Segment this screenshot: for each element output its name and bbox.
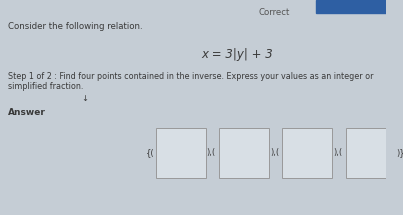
Text: ),(: ),(: [270, 149, 279, 158]
Text: ↓: ↓: [81, 94, 88, 103]
Text: {(: {(: [145, 149, 154, 158]
Text: x = 3|y| + 3: x = 3|y| + 3: [202, 48, 273, 61]
Text: Consider the following relation.: Consider the following relation.: [8, 22, 142, 31]
Text: )}: )}: [397, 149, 403, 158]
FancyBboxPatch shape: [283, 128, 332, 178]
Text: ),(: ),(: [333, 149, 342, 158]
FancyBboxPatch shape: [346, 128, 395, 178]
Text: Answer: Answer: [8, 108, 46, 117]
FancyBboxPatch shape: [156, 128, 206, 178]
Bar: [316, 0, 386, 13]
Text: Correct: Correct: [258, 8, 290, 17]
FancyBboxPatch shape: [219, 128, 269, 178]
Text: Step 1 of 2 : Find four points contained in the inverse. Express your values as : Step 1 of 2 : Find four points contained…: [8, 72, 373, 91]
Text: ),(: ),(: [207, 149, 216, 158]
